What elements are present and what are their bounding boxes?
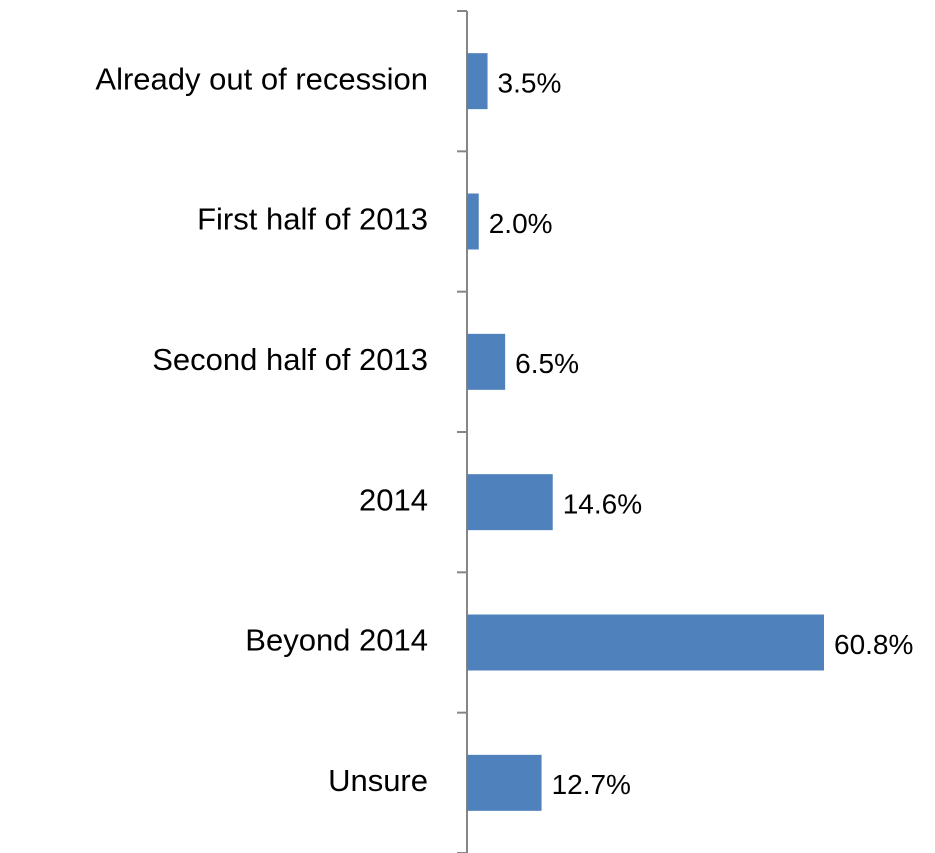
category-label: 2014 [359, 482, 428, 517]
bar [467, 474, 553, 531]
bar [467, 53, 488, 110]
value-label: 12.7% [552, 769, 631, 800]
bar [467, 333, 506, 390]
value-label: 14.6% [563, 489, 642, 520]
bar [467, 193, 479, 250]
category-label: Beyond 2014 [245, 623, 428, 658]
value-label: 60.8% [834, 629, 913, 660]
bar [467, 754, 542, 811]
category-label: Unsure [328, 763, 428, 798]
category-label: Already out of recession [95, 61, 428, 96]
value-label: 6.5% [515, 348, 579, 379]
category-label: First half of 2013 [197, 202, 428, 237]
value-label: 2.0% [489, 208, 553, 239]
bar [467, 614, 824, 671]
value-label: 3.5% [498, 68, 562, 99]
category-label: Second half of 2013 [152, 342, 428, 377]
